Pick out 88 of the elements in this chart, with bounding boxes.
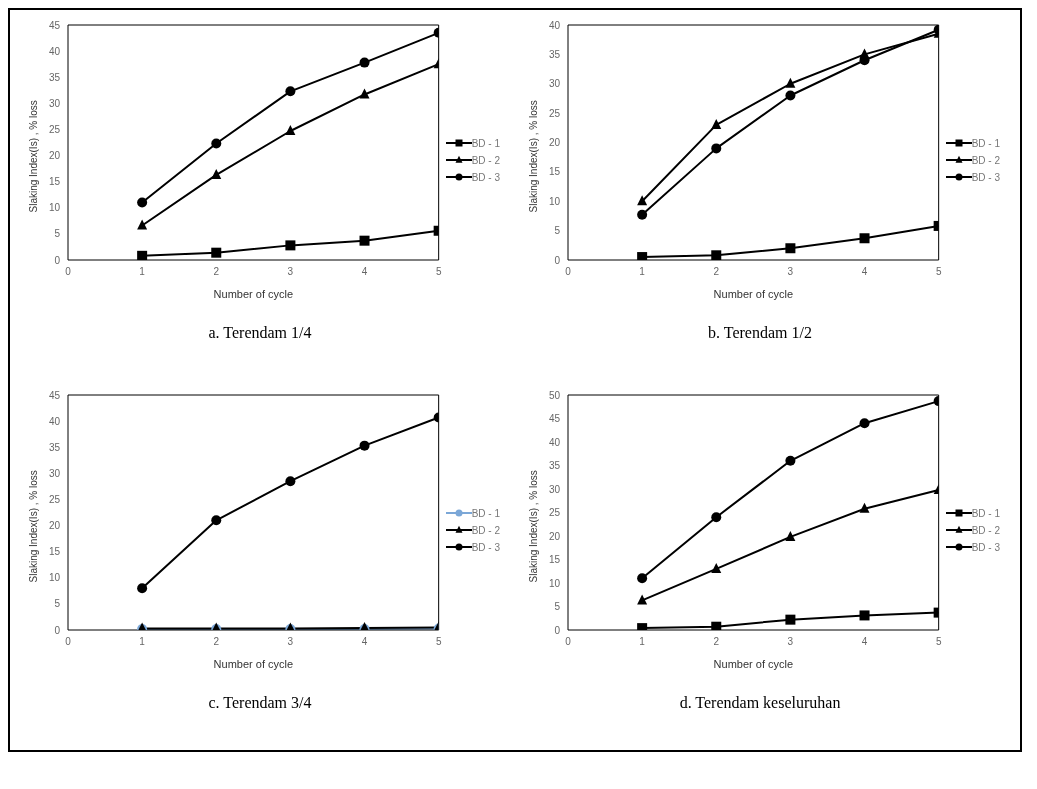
y-tick-label: 30	[48, 97, 61, 109]
x-tick-label: 3	[287, 266, 294, 278]
x-tick-label: 4	[861, 266, 868, 278]
y-tick-label: 15	[548, 554, 561, 566]
y-tick-label: 40	[48, 415, 61, 427]
y-tick-label: 45	[48, 389, 61, 401]
y-tick-label: 50	[548, 389, 561, 401]
x-tick-label: 0	[565, 636, 572, 648]
y-axis-title: Slaking Index(Is) , % loss	[27, 100, 39, 213]
y-tick-label: 35	[548, 48, 561, 60]
y-tick-label: 10	[548, 195, 561, 207]
legend-label: BD - 3	[471, 541, 500, 553]
x-tick-label: 2	[213, 266, 220, 278]
x-tick-label: 1	[639, 266, 646, 278]
y-tick-label: 35	[48, 441, 61, 453]
x-tick-label: 5	[435, 266, 442, 278]
text: b. Terendam 1/2	[707, 324, 813, 342]
x-axis-title: Number of cycle	[213, 288, 294, 300]
y-tick-label: 20	[548, 137, 561, 149]
x-axis-title: Number of cycle	[713, 658, 794, 670]
legend-label: BD - 1	[971, 507, 1000, 519]
x-tick-label: 3	[787, 266, 794, 278]
y-tick-label: 5	[554, 601, 561, 613]
y-tick-label: 0	[554, 254, 561, 266]
x-tick-label: 4	[361, 266, 368, 278]
y-tick-label: 35	[548, 460, 561, 472]
legend-label: BD - 3	[471, 171, 500, 183]
x-tick-label: 4	[361, 636, 368, 648]
y-tick-label: 0	[54, 254, 61, 266]
x-tick-label: 0	[65, 266, 72, 278]
x-tick-label: 2	[213, 636, 220, 648]
x-tick-label: 2	[713, 266, 720, 278]
y-tick-label: 10	[48, 572, 61, 584]
x-tick-label: 3	[787, 636, 794, 648]
legend-label: BD - 1	[471, 137, 500, 149]
x-tick-label: 3	[287, 636, 294, 648]
x-tick-label: 1	[639, 636, 646, 648]
legend-label: BD - 2	[971, 524, 1000, 536]
text: c. Terendam 3/4	[207, 694, 313, 712]
y-tick-label: 45	[48, 19, 61, 31]
legend-label: BD - 2	[471, 154, 500, 166]
legend-label: BD - 2	[971, 154, 1000, 166]
y-tick-label: 10	[548, 577, 561, 589]
y-tick-label: 10	[48, 202, 61, 214]
y-axis-title: Slaking Index(Is) , % loss	[527, 100, 539, 213]
legend-label: BD - 1	[971, 137, 1000, 149]
y-tick-label: 20	[48, 520, 61, 532]
y-tick-label: 0	[554, 624, 561, 636]
y-tick-label: 5	[554, 225, 561, 237]
y-axis-title: Slaking Index(Is) , % loss	[527, 470, 539, 583]
y-tick-label: 20	[548, 530, 561, 542]
legend-label: BD - 3	[971, 541, 1000, 553]
text: d. Terendam keseluruhan	[678, 694, 842, 712]
y-tick-label: 35	[48, 71, 61, 83]
x-tick-label: 5	[435, 636, 442, 648]
x-tick-label: 5	[935, 266, 942, 278]
y-tick-label: 15	[548, 166, 561, 178]
y-tick-label: 20	[48, 150, 61, 162]
text: a. Terendam 1/4	[207, 324, 313, 342]
x-tick-label: 0	[65, 636, 72, 648]
y-tick-label: 0	[54, 624, 61, 636]
y-tick-label: 30	[48, 467, 61, 479]
legend-label: BD - 1	[471, 507, 500, 519]
x-tick-label: 1	[139, 636, 146, 648]
x-tick-label: 0	[565, 266, 572, 278]
y-tick-label: 25	[548, 507, 561, 519]
x-axis-title: Number of cycle	[713, 288, 794, 300]
y-tick-label: 25	[48, 493, 61, 505]
y-tick-label: 15	[48, 176, 61, 188]
y-tick-label: 5	[54, 228, 61, 240]
y-tick-label: 40	[548, 436, 561, 448]
legend-label: BD - 3	[971, 171, 1000, 183]
x-tick-label: 5	[935, 636, 942, 648]
y-tick-label: 15	[48, 546, 61, 558]
y-tick-label: 25	[548, 107, 561, 119]
y-tick-label: 5	[54, 598, 61, 610]
x-axis-title: Number of cycle	[213, 658, 294, 670]
y-tick-label: 30	[548, 78, 561, 90]
x-tick-label: 2	[713, 636, 720, 648]
y-tick-label: 40	[548, 19, 561, 31]
y-tick-label: 30	[548, 483, 561, 495]
y-tick-label: 40	[48, 45, 61, 57]
legend-label: BD - 2	[471, 524, 500, 536]
y-axis-title: Slaking Index(Is) , % loss	[27, 470, 39, 583]
y-tick-label: 25	[48, 123, 61, 135]
x-tick-label: 4	[861, 636, 868, 648]
y-tick-label: 45	[548, 413, 561, 425]
x-tick-label: 1	[139, 266, 146, 278]
